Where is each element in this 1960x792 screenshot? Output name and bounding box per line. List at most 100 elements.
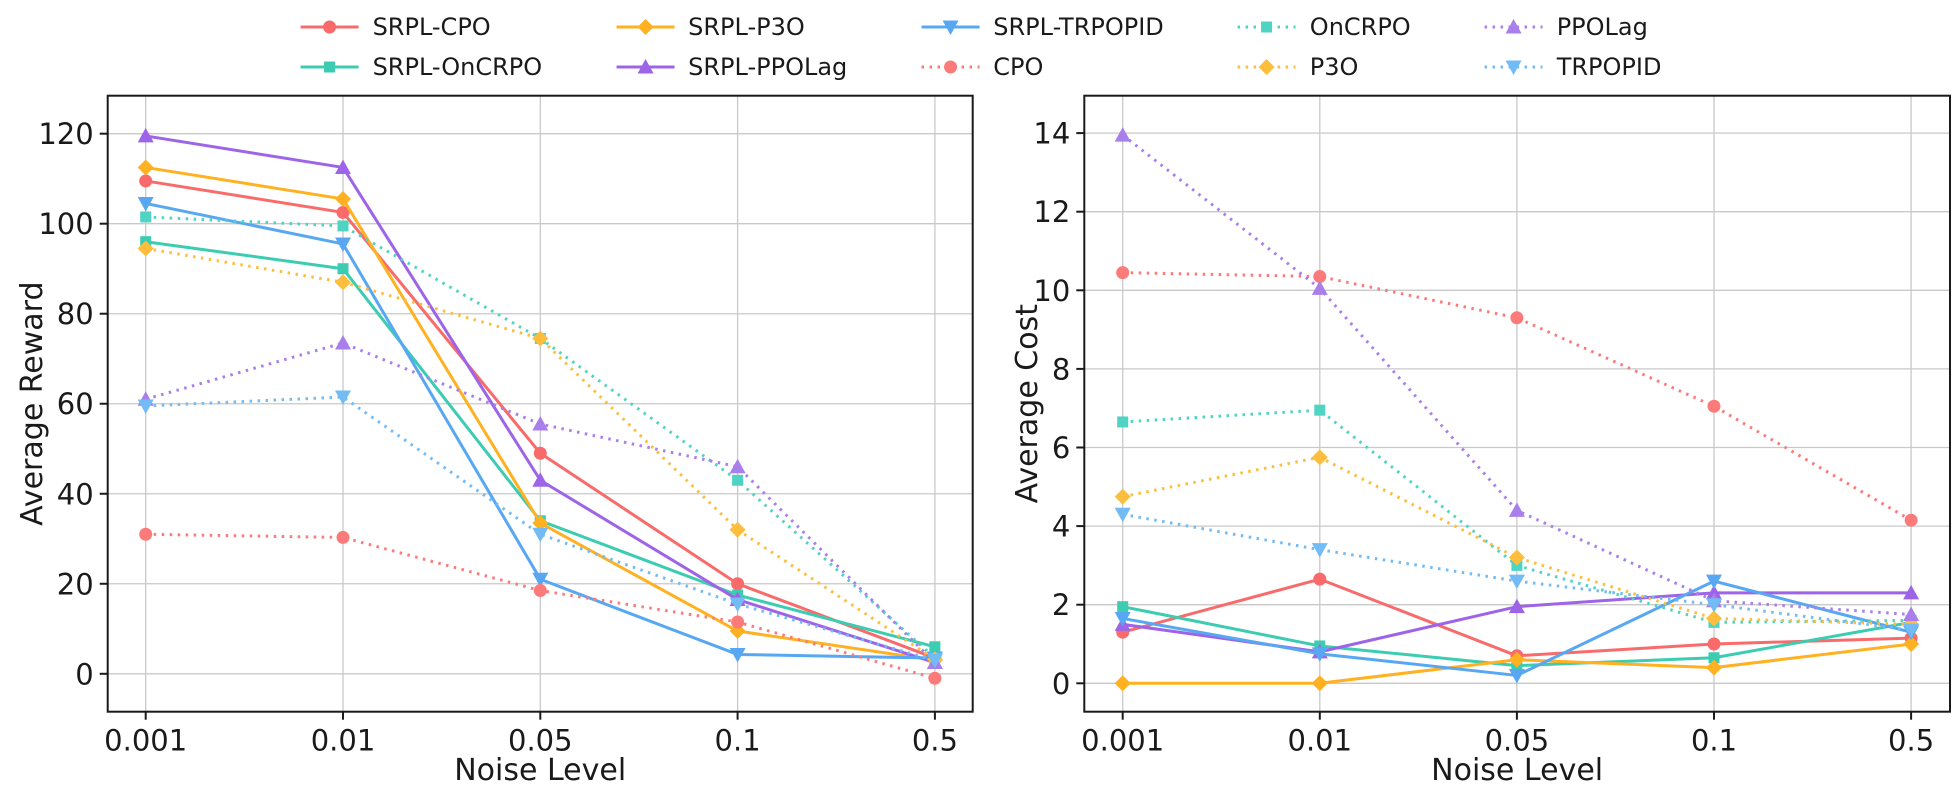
series-SRPL-P3O <box>1114 636 1920 692</box>
square-marker <box>732 474 744 486</box>
y-tick-label: 40 <box>57 477 94 511</box>
triangle-down-marker <box>1508 668 1525 684</box>
series-line <box>1122 512 1912 632</box>
triangle-up-marker <box>1114 127 1131 142</box>
chart-legend: SRPL-CPO SRPL-OnCRPO SRPL-P3O SRPL-PPOLag SR… <box>299 10 1662 83</box>
square-marker <box>337 220 349 232</box>
legend-line-sample <box>921 60 980 73</box>
legend-item-trpopid: TRPOPID <box>1483 50 1662 83</box>
triangle-down-marker <box>1706 574 1722 590</box>
diamond-marker <box>1508 651 1525 668</box>
triangle-up-marker <box>1508 502 1525 517</box>
y-axis-label: Average Cost <box>1010 304 1045 504</box>
circle-marker <box>1707 399 1721 413</box>
legend-line-sample <box>1237 21 1296 32</box>
x-tick-label: 0.5 <box>1888 724 1934 758</box>
circle-marker <box>1510 311 1524 325</box>
triangle-up-marker <box>137 127 154 143</box>
legend-label: SRPL-P3O <box>688 12 805 41</box>
triangle-down-marker <box>1311 647 1328 662</box>
legend-item-srpl-p3o: SRPL-P3O <box>614 10 847 43</box>
square-legend-marker <box>1261 21 1273 32</box>
legend-line-sample <box>1484 18 1543 33</box>
ticks: 0.001 0.01 0.05 0.1 0.5 0 20 40 60 80 100 120 <box>38 117 958 758</box>
legend-line-sample <box>616 58 675 73</box>
square-marker <box>1117 416 1129 428</box>
circle-marker <box>336 530 350 544</box>
legend-item-srpl-trpopid: SRPL-TRPOPID <box>919 10 1164 43</box>
y-tick-label: 8 <box>1052 352 1070 386</box>
diamond-legend-marker <box>637 18 654 35</box>
legend-label: SRPL-TRPOPID <box>993 12 1164 41</box>
legend-line-sample <box>1237 58 1296 75</box>
triangle-down-marker <box>1114 611 1131 627</box>
triangle-down-marker <box>137 399 154 414</box>
circle-marker <box>1313 270 1327 284</box>
y-tick-label: 0 <box>1052 667 1070 701</box>
diamond-marker <box>532 330 549 347</box>
axes-average-cost: 0.001 0.01 0.05 0.1 0.5 0 2 4 6 8 10 12 14 Noise Leve… <box>1010 94 1952 788</box>
triangle-up-marker <box>1508 598 1525 614</box>
circle-marker <box>139 527 153 541</box>
triangle-down-marker <box>1311 543 1328 558</box>
circle-marker <box>1904 513 1918 527</box>
series-CPO <box>1116 266 1918 527</box>
legend-item-cpo: CPO <box>919 50 1164 83</box>
diamond-marker <box>335 190 351 207</box>
triangle-up-marker <box>729 458 746 474</box>
y-tick-label: 10 <box>1033 274 1070 308</box>
triangle-up-marker <box>1706 584 1722 600</box>
diamond-marker <box>137 159 154 176</box>
circle-marker <box>1313 572 1327 586</box>
triangle-up-marker <box>532 415 549 431</box>
circle-marker <box>1116 266 1130 280</box>
x-tick-label: 0.05 <box>508 724 573 758</box>
x-tick-label: 0.5 <box>912 724 958 758</box>
square-marker <box>337 263 349 275</box>
y-tick-label: 120 <box>38 117 93 151</box>
triangle-down-marker <box>926 653 943 669</box>
legend-line-sample <box>300 61 359 72</box>
circle-marker <box>928 671 942 685</box>
circle-marker <box>139 174 153 188</box>
ticks: 0.001 0.01 0.05 0.1 0.5 0 2 4 6 8 10 12 14 <box>1033 117 1934 758</box>
legend-line-sample <box>1484 60 1543 75</box>
square-marker <box>1117 601 1129 613</box>
legend-column: OnCRPO P3O <box>1236 10 1411 83</box>
triangle-down-legend-marker <box>942 20 959 35</box>
x-tick-label: 0.01 <box>311 724 376 758</box>
triangle-down-marker <box>335 390 351 405</box>
y-tick-label: 60 <box>57 387 94 421</box>
legend-label: SRPL-PPOLag <box>688 52 848 81</box>
diamond-marker <box>1311 675 1328 692</box>
legend-line-sample <box>921 20 980 35</box>
y-tick-label: 0 <box>75 657 93 691</box>
diamond-legend-marker <box>1258 58 1275 75</box>
axes-average-reward: 0.001 0.01 0.05 0.1 0.5 0 20 40 60 80 100 120 Noise … <box>15 94 974 788</box>
triangle-down-marker <box>137 196 154 212</box>
y-tick-label: 20 <box>57 567 94 601</box>
legend-column: SRPL-CPO SRPL-OnCRPO <box>299 10 542 83</box>
x-tick-label: 0.1 <box>715 724 761 758</box>
y-axis-label: Average Reward <box>15 281 50 525</box>
legend-line-sample <box>616 18 675 35</box>
legend-column: SRPL-TRPOPID CPO <box>919 10 1164 83</box>
legend-column: SRPL-P3O SRPL-PPOLag <box>614 10 847 83</box>
triangle-up-marker <box>1903 584 1920 600</box>
legend-label: CPO <box>993 52 1044 81</box>
circle-marker <box>533 446 547 460</box>
triangle-up-marker <box>335 159 351 174</box>
triangle-up-marker <box>1903 606 1920 622</box>
diamond-marker <box>729 521 746 538</box>
y-tick-label: 14 <box>1033 117 1070 151</box>
triangle-down-marker <box>729 597 746 613</box>
legend-label: TRPOPID <box>1556 52 1662 81</box>
circle-marker <box>336 205 350 219</box>
y-tick-label: 4 <box>1052 510 1070 544</box>
triangle-down-marker <box>1903 623 1920 639</box>
y-tick-label: 6 <box>1052 431 1070 465</box>
diamond-marker <box>1114 488 1131 505</box>
triangle-up-marker <box>532 472 549 487</box>
